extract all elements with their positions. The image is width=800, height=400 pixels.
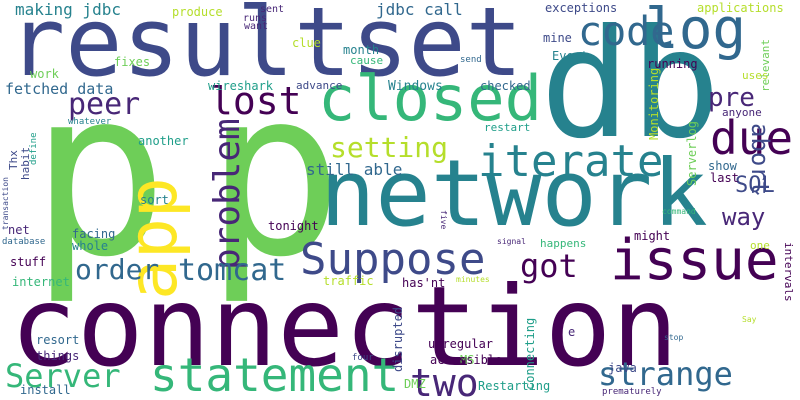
cloud-word: minutes: [456, 275, 490, 284]
cloud-word: network: [320, 140, 708, 247]
cloud-word: sent: [260, 4, 285, 15]
cloud-word: p: [30, 41, 169, 308]
cloud-word: checked: [480, 79, 531, 93]
cloud-word: peer: [68, 87, 141, 122]
cloud-word: internet: [12, 275, 70, 289]
cloud-word: intervals: [782, 242, 795, 302]
cloud-word: fetched data: [5, 80, 114, 98]
cloud-word: two: [410, 361, 479, 400]
cloud-word: runs: [243, 13, 268, 24]
cloud-word: fixes: [114, 55, 151, 69]
cloud-word: tomcat: [178, 253, 287, 288]
cloud-word: anyone: [722, 106, 762, 119]
cloud-word: strange: [598, 355, 733, 393]
cloud-word: unregular: [428, 337, 494, 351]
cloud-word: closed: [318, 62, 542, 135]
cloud-word: resultset: [8, 0, 523, 98]
cloud-word: signal: [497, 237, 526, 246]
cloud-word: net: [8, 223, 30, 237]
cloud-word: DMZ: [404, 377, 426, 391]
cloud-word: due: [710, 111, 794, 165]
cloud-word: stuff: [10, 255, 47, 269]
cloud-word: relevant: [759, 39, 772, 92]
cloud-word: db: [540, 0, 721, 172]
cloud-word: another: [138, 134, 189, 148]
cloud-word: setting: [330, 131, 449, 164]
cloud-word: prematurely: [602, 387, 662, 397]
cloud-word: wireshark: [208, 79, 274, 93]
cloud-word: five: [439, 210, 448, 230]
cloud-word: running: [647, 57, 698, 71]
cloud-word: Suppose: [300, 234, 486, 285]
cloud-word: making jdbc: [15, 0, 121, 19]
cloud-word: has'nt: [402, 276, 446, 290]
cloud-word: month: [343, 43, 380, 57]
cloud-word: java: [608, 361, 637, 375]
cloud-word: last: [710, 171, 739, 185]
cloud-word: happens: [540, 237, 587, 250]
cloud-word: sort: [140, 193, 169, 207]
cloud-word: still able: [306, 160, 403, 179]
cloud-word: way: [722, 203, 766, 231]
cloud-word: send: [460, 55, 482, 65]
cloud-word: applications: [697, 1, 784, 15]
cloud-word: accessible: [430, 353, 503, 367]
cloud-word: whatever: [68, 117, 112, 127]
cloud-word: might: [634, 229, 671, 243]
cloud-word: mine: [543, 31, 572, 45]
cloud-word: pre: [708, 83, 755, 113]
cloud-word: jdbc call: [376, 0, 463, 19]
cloud-word: problem: [207, 118, 248, 270]
cloud-word: stop: [664, 333, 684, 342]
cloud-word: show: [708, 159, 737, 173]
cloud-word: restart: [484, 121, 531, 134]
cloud-word: whole: [72, 239, 109, 253]
cloud-word: define: [29, 132, 39, 165]
cloud-word: Server: [5, 357, 121, 395]
cloud-word: Say: [742, 315, 757, 324]
cloud-word: cause: [350, 54, 384, 67]
cloud-word: disrupted: [391, 306, 405, 372]
cloud-word: clue: [292, 36, 321, 50]
cloud-word: connection: [10, 263, 679, 392]
cloud-word: produce: [172, 5, 223, 19]
cloud-word: Windows: [388, 79, 443, 94]
cloud-word: Restarting: [478, 379, 551, 393]
cloud-word: resort: [36, 333, 80, 347]
cloud-word: uses: [742, 69, 769, 82]
cloud-word: traffic: [323, 274, 374, 288]
cloud-word: MS: [460, 353, 475, 367]
cloud-word: tonight: [268, 219, 319, 233]
cloud-word: Monitoring: [647, 67, 661, 140]
cloud-word: work: [30, 67, 59, 81]
cloud-word: lost: [210, 79, 302, 123]
cloud-word: order: [75, 253, 160, 286]
cloud-word: database: [2, 237, 46, 247]
cloud-word: facing: [72, 227, 116, 241]
cloud-word: iterate: [478, 136, 664, 187]
cloud-word: command: [662, 207, 696, 216]
cloud-word: p: [205, 41, 344, 308]
cloud-word: issue: [610, 228, 779, 293]
cloud-word: log: [645, 0, 747, 62]
cloud-word: four: [352, 353, 374, 363]
cloud-word: exceptions: [545, 1, 618, 15]
cloud-word: install: [20, 383, 71, 397]
cloud-word: one: [750, 239, 770, 252]
cloud-word: code: [578, 9, 675, 55]
cloud-word: Serverlog: [685, 120, 699, 186]
cloud-word: statement: [150, 348, 400, 400]
cloud-word: Thx: [7, 150, 20, 170]
cloud-word: SQL: [735, 173, 775, 198]
cloud-word: advance: [296, 79, 343, 92]
cloud-word: got: [520, 247, 578, 285]
cloud-word: Event: [552, 49, 589, 63]
cloud-word: e: [568, 325, 576, 339]
cloud-word: want: [244, 21, 269, 32]
cloud-word: things: [36, 349, 80, 363]
